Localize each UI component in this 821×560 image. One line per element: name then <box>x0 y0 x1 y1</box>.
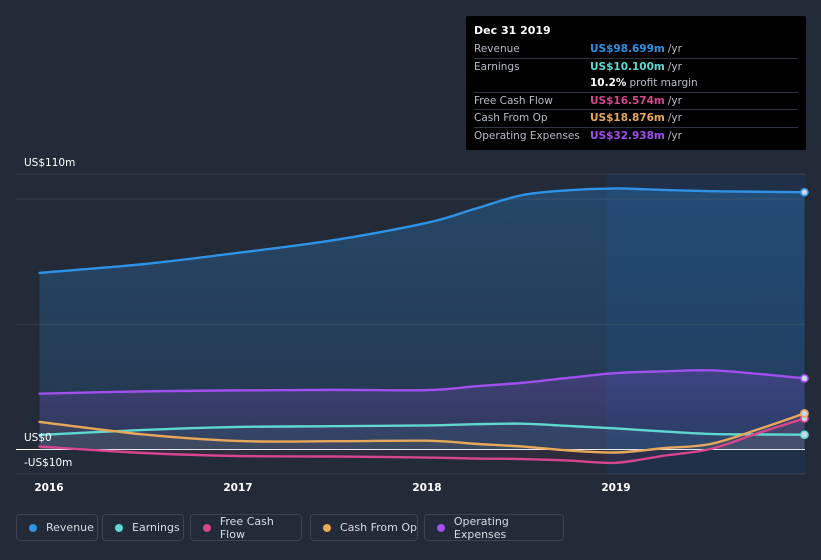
x-tick-label: 2017 <box>223 482 252 494</box>
x-tick-label: 2016 <box>34 482 63 494</box>
tooltip-row: Revenue US$98.699m/yr <box>474 41 798 58</box>
tooltip-row: Earnings US$10.100m/yr <box>474 57 798 76</box>
tooltip-row-unit: /yr <box>667 94 682 107</box>
earnings-end-marker <box>800 430 809 440</box>
tooltip-date: Dec 31 2019 <box>474 24 551 37</box>
tooltip-row-label: Free Cash Flow <box>474 94 553 107</box>
data-tooltip: Dec 31 2019 Revenue US$98.699m/yr Earnings… <box>466 16 806 150</box>
tooltip-row-value: US$16.574m <box>590 94 665 107</box>
legend-dot-icon <box>29 523 37 532</box>
legend-item-operating-expenses[interactable]: Operating Expenses <box>424 514 564 541</box>
y-tick-label: US$110m <box>24 157 75 169</box>
legend-dot-icon <box>203 523 211 532</box>
operating-expenses-line <box>38 369 806 395</box>
y-tick-label: -US$10m <box>24 457 72 469</box>
tooltip-row-value: US$32.938m <box>590 129 665 142</box>
legend-dot-icon <box>437 523 445 532</box>
tooltip-row-label: Cash From Op <box>474 112 548 125</box>
tooltip-row-value: US$18.876m <box>590 112 665 125</box>
revenue-end-marker <box>800 187 809 197</box>
tooltip-row: 10.2% profit margin <box>474 75 798 92</box>
cash-from-op-end-marker <box>800 409 809 418</box>
x-tick-label: 2018 <box>412 482 441 494</box>
tooltip-row-unit: /yr <box>667 60 682 73</box>
tooltip-row: Cash From Op US$18.876m/yr <box>474 109 798 127</box>
tooltip-row-label: Earnings <box>474 60 520 73</box>
tooltip-row-unit: /yr <box>667 112 682 125</box>
tooltip-row-label: Revenue <box>474 43 520 55</box>
legend-label: Free Cash Flow <box>219 514 274 541</box>
operating-expenses-area <box>39 370 805 450</box>
tooltip-row: Free Cash Flow US$16.574m/yr <box>474 91 798 110</box>
legend-label: Revenue <box>46 521 94 534</box>
legend-label: Cash From Op <box>340 521 418 534</box>
cash-from-op-line <box>38 412 806 454</box>
legend-item-revenue[interactable]: Revenue <box>16 514 98 541</box>
legend-dot-icon <box>323 523 331 532</box>
legend-label: Operating Expenses <box>453 514 509 541</box>
tooltip-row-value: 10.2% <box>590 77 627 90</box>
tooltip-row-unit: /yr <box>667 43 682 55</box>
tooltip-row-unit: /yr <box>667 129 682 142</box>
x-tick-label: 2019 <box>601 482 630 494</box>
legend-label: Earnings <box>132 521 180 534</box>
tooltip-row-label <box>474 75 590 92</box>
legend-item-cash-from-op[interactable]: Cash From Op <box>310 514 418 541</box>
operating-expenses-end-marker <box>800 373 809 383</box>
tooltip-row-label: Operating Expenses <box>474 129 580 142</box>
tooltip-row: Operating Expenses US$32.938m/yr <box>474 126 798 145</box>
tooltip-row-unit: profit margin <box>629 77 698 90</box>
legend-item-free-cash-flow[interactable]: Free Cash Flow <box>190 514 302 541</box>
tooltip-row-value: US$10.100m <box>590 60 665 73</box>
y-tick-label: US$0 <box>24 432 52 444</box>
revenue-line <box>38 187 806 275</box>
legend-item-earnings[interactable]: Earnings <box>102 514 184 541</box>
free-cash-flow-line <box>38 417 806 465</box>
earnings-line <box>38 422 806 437</box>
tooltip-row-value: US$98.699m <box>590 43 665 55</box>
legend-dot-icon <box>115 523 123 532</box>
